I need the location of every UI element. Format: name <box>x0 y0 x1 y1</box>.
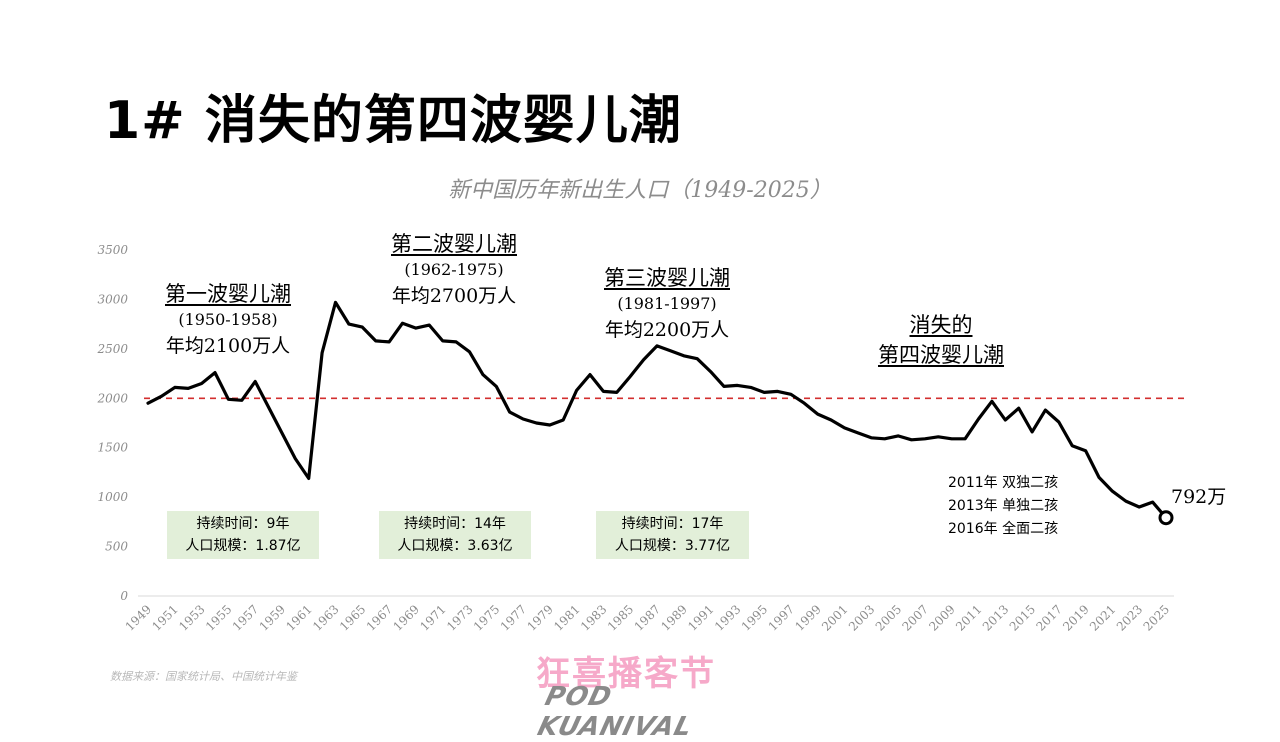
x-tick-label: 2015 <box>1007 602 1038 633</box>
x-tick-label: 2017 <box>1033 602 1064 633</box>
x-tick-label: 1957 <box>230 602 261 633</box>
x-tick-label: 1979 <box>524 602 555 633</box>
x-tick-label: 1999 <box>792 602 823 633</box>
x-tick-label: 1985 <box>605 602 636 633</box>
policy-notes: 2011年 双独二孩 2013年 单独二孩 2016年 全面二孩 <box>948 472 1058 541</box>
x-tick-label: 2005 <box>873 602 904 633</box>
slide-title: 1# 消失的第四波婴儿潮 <box>104 91 682 151</box>
annotation-fourth-wave: 消失的 第四波婴儿潮 <box>856 309 1026 369</box>
logo-chinese-text: 狂喜播客节 <box>536 654 716 694</box>
x-tick-label: 2025 <box>1141 602 1172 633</box>
x-tick-label: 1951 <box>149 602 180 633</box>
annotation-first-wave-avg: 年均2100万人 <box>165 335 291 357</box>
x-tick-label: 1967 <box>364 602 395 633</box>
x-tick-label: 2001 <box>819 602 850 633</box>
x-tick-label: 2021 <box>1087 602 1118 633</box>
x-tick-label: 2009 <box>926 602 957 633</box>
x-tick-label: 1973 <box>444 602 475 633</box>
info-box-third-wave: 持续时间：17年 人口规模：3.77亿 <box>596 511 749 559</box>
y-tick-label: 500 <box>105 540 128 554</box>
x-tick-label: 1969 <box>391 602 422 633</box>
info-box-third-wave-duration: 持续时间：17年 <box>621 516 724 532</box>
annotation-second-wave-avg: 年均2700万人 <box>391 285 517 307</box>
x-tick-label: 1989 <box>658 602 689 633</box>
annotation-third-wave-avg: 年均2200万人 <box>604 319 730 341</box>
x-tick-label: 1961 <box>283 602 314 633</box>
logo-english-text: POD KUANIVAL <box>534 682 696 742</box>
series-line-births <box>146 300 1168 520</box>
annotation-second-wave: 第二波婴儿潮 (1962-1975) 年均2700万人 <box>369 228 539 308</box>
y-tick-label: 2000 <box>96 391 128 405</box>
x-tick-label: 1955 <box>203 602 234 633</box>
info-box-first-wave-scale: 人口规模：1.87亿 <box>185 538 301 554</box>
policy-note-2016: 2016年 全面二孩 <box>948 521 1059 537</box>
info-box-first-wave-duration: 持续时间：9年 <box>196 516 290 532</box>
y-tick-label: 1000 <box>97 490 128 504</box>
data-source-note: 数据来源：国家统计局、中国统计年鉴 <box>110 670 297 683</box>
last-point-marker <box>1158 510 1174 526</box>
x-tick-label: 1971 <box>417 602 448 633</box>
x-tick-label: 1995 <box>739 602 770 633</box>
policy-note-2011: 2011年 双独二孩 <box>948 475 1059 491</box>
x-tick-label: 1977 <box>498 602 529 633</box>
x-tick-label: 1987 <box>632 602 663 633</box>
y-tick-label: 2500 <box>96 342 128 356</box>
annotation-third-wave-period: (1981-1997) <box>617 294 717 313</box>
info-box-first-wave: 持续时间：9年 人口规模：1.87亿 <box>167 511 319 559</box>
last-point-label: 792万 <box>1171 486 1227 508</box>
x-tick-label: 1963 <box>310 602 341 633</box>
y-tick-label: 3500 <box>97 243 128 257</box>
x-tick-label: 1981 <box>551 602 582 633</box>
x-tick-label: 1975 <box>471 602 502 633</box>
x-tick-label: 1953 <box>176 602 207 633</box>
x-tick-label: 1965 <box>337 602 368 633</box>
annotation-third-wave-heading: 第三波婴儿潮 <box>604 266 730 290</box>
pod-kuanival-logo: 狂喜播客节 POD KUANIVAL <box>535 646 756 742</box>
info-box-third-wave-scale: 人口规模：3.77亿 <box>614 538 731 554</box>
policy-note-2013: 2013年 单独二孩 <box>948 498 1059 514</box>
x-tick-label: 1959 <box>257 602 288 633</box>
x-tick-label: 2007 <box>900 602 931 633</box>
y-tick-label: 0 <box>120 589 128 603</box>
chart-title: 新中国历年新出生人口（1949-2025） <box>448 178 832 203</box>
annotation-first-wave: 第一波婴儿潮 (1950-1958) 年均2100万人 <box>143 278 313 358</box>
x-tick-label: 2003 <box>846 602 877 633</box>
x-tick-label: 2011 <box>953 602 984 633</box>
x-tick-label: 1991 <box>685 602 716 633</box>
x-tick-label: 2019 <box>1060 602 1091 633</box>
annotation-fourth-wave-line2: 第四波婴儿潮 <box>878 343 1004 367</box>
x-tick-label: 1993 <box>712 602 743 633</box>
birth-line-chart: 0 500 1000 1500 2000 2500 3000 3500 194919511953… <box>96 243 1184 634</box>
y-tick-label: 3000 <box>97 292 128 306</box>
annotation-first-wave-heading: 第一波婴儿潮 <box>165 282 291 306</box>
info-box-second-wave-scale: 人口规模：3.63亿 <box>397 538 513 554</box>
x-tick-label: 1997 <box>766 602 797 633</box>
annotation-first-wave-period: (1950-1958) <box>178 310 278 329</box>
annotation-third-wave: 第三波婴儿潮 (1981-1997) 年均2200万人 <box>582 262 752 342</box>
x-tick-label: 1983 <box>578 602 609 633</box>
info-box-second-wave: 持续时间：14年 人口规模：3.63亿 <box>379 511 531 559</box>
annotation-fourth-wave-line1: 消失的 <box>909 313 973 337</box>
y-tick-label: 1500 <box>97 441 128 455</box>
annotation-second-wave-heading: 第二波婴儿潮 <box>391 232 517 256</box>
annotation-second-wave-period: (1962-1975) <box>404 260 504 279</box>
x-tick-label: 1949 <box>123 602 154 633</box>
info-box-second-wave-duration: 持续时间：14年 <box>404 516 506 532</box>
x-tick-label: 2013 <box>980 602 1011 633</box>
x-tick-label: 2023 <box>1114 602 1145 633</box>
